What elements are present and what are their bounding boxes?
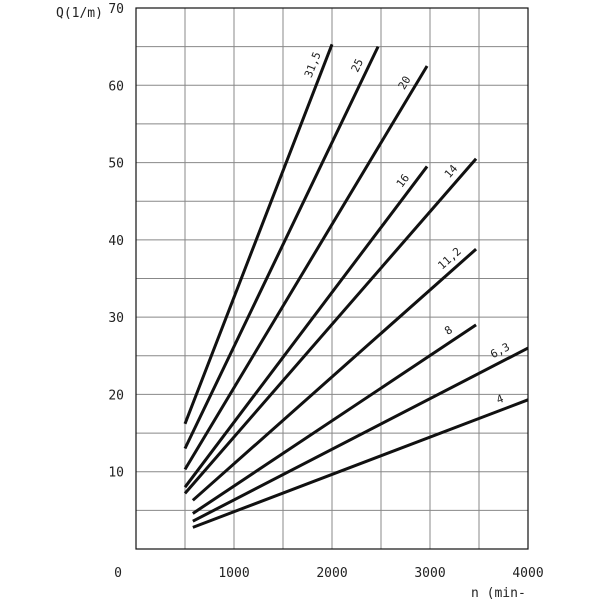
grid [136, 8, 528, 549]
series-line [191, 248, 478, 502]
x-tick-label: 4000 [512, 566, 543, 581]
y-tick-label: 70 [108, 2, 124, 17]
series-label: 4 [495, 392, 506, 407]
x-tick-label: 3000 [414, 566, 445, 581]
series-line [192, 398, 529, 529]
x-tick-label: 1000 [218, 566, 249, 581]
y-tick-label: 50 [108, 157, 124, 172]
series-label: 25 [349, 57, 366, 75]
series-line [183, 165, 429, 489]
y-tick-label: 40 [108, 234, 124, 249]
series-line [192, 346, 529, 523]
series-lines [183, 43, 529, 529]
y-tick-label: 10 [108, 466, 124, 481]
x-tick-label: 2000 [316, 566, 347, 581]
y-tick-label: 60 [108, 79, 124, 94]
series-label: 16 [394, 172, 412, 190]
y-tick-label: 20 [108, 388, 124, 403]
series-line [183, 45, 380, 450]
series-label: 8 [442, 323, 455, 337]
tick-labels: 0 1000 2000 3000 4000 10 20 30 40 50 60 70 [108, 2, 543, 581]
series-line [183, 43, 334, 425]
series-label: 11,2 [435, 245, 463, 272]
x-axis-label: n (min- [471, 586, 526, 600]
y-axis-label: Q(1/m) [56, 6, 103, 21]
series-label: 20 [396, 74, 414, 92]
y-tick-label: 30 [108, 311, 124, 326]
series-line [192, 323, 477, 515]
plot-frame [135, 7, 529, 550]
series-line [183, 157, 478, 495]
x-tick-label: 0 [114, 566, 122, 581]
series-line [183, 65, 429, 471]
